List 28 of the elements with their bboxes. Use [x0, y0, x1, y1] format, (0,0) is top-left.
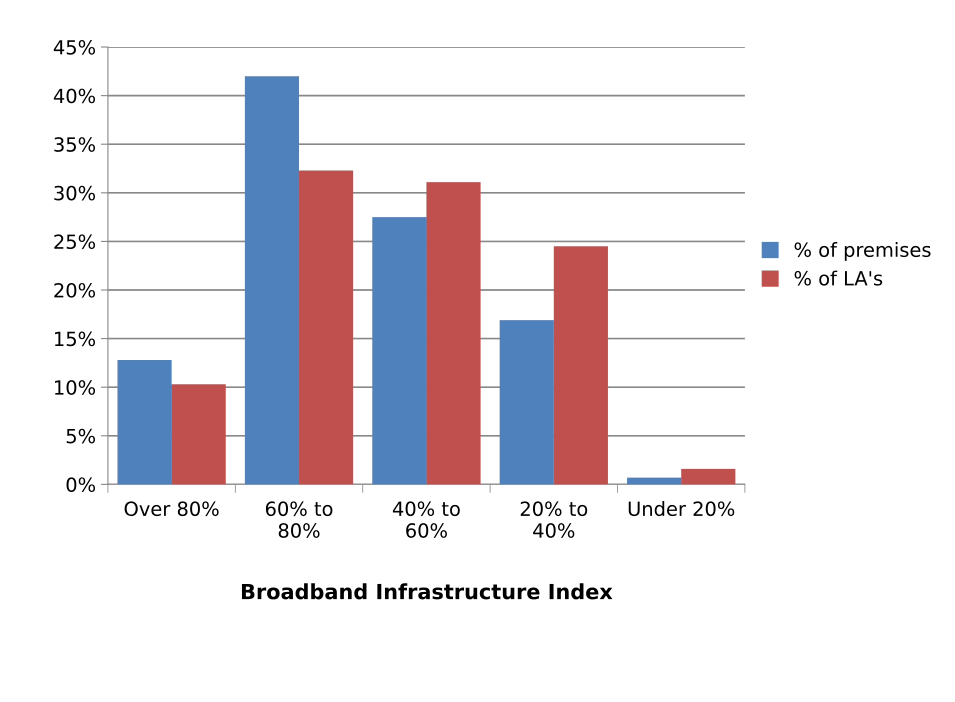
x-tick-label: 20% to 40% — [520, 501, 588, 538]
bar — [299, 170, 354, 484]
x-tick-label: Under 20% — [628, 501, 734, 516]
y-tick-label: 45% — [54, 40, 96, 55]
y-tick-label: 20% — [54, 282, 96, 298]
bar — [426, 182, 481, 484]
y-tick-label: 25% — [54, 234, 96, 250]
x-tick-label: 40% to 60% — [392, 501, 460, 538]
x-tick-label: 60% to 80% — [266, 501, 332, 538]
bar — [244, 76, 300, 484]
y-tick-label: 5% — [66, 428, 96, 444]
y-tick-label: 10% — [55, 380, 96, 395]
bar — [172, 384, 226, 484]
bar — [372, 217, 426, 484]
bar — [554, 246, 608, 484]
legend-label: % of premises — [794, 242, 931, 261]
bar — [500, 320, 554, 484]
y-tick-label: 15% — [55, 332, 96, 346]
bar — [117, 360, 172, 484]
y-tick-label: 0% — [66, 477, 96, 492]
x-axis-title: Broadband Infrastructure Index — [242, 583, 612, 600]
x-tick-label: Over 80% — [124, 501, 219, 516]
y-tick-label: 40% — [54, 88, 96, 104]
legend-label: % of LA's — [794, 270, 882, 286]
bar — [627, 478, 682, 484]
y-tick-label: 30% — [54, 186, 96, 200]
bar — [681, 468, 736, 484]
y-tick-label: 35% — [54, 137, 96, 152]
